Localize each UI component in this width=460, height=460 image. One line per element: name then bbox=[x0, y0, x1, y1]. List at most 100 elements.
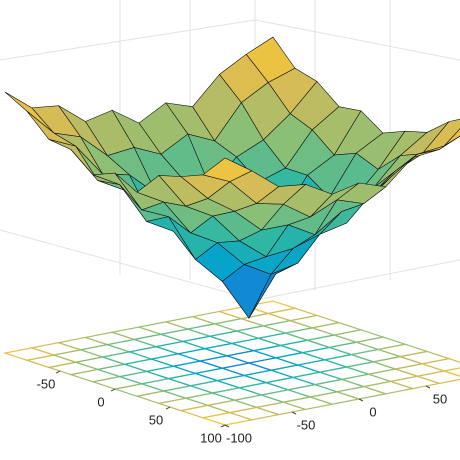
y-tick-label: 50 bbox=[433, 391, 447, 406]
contour-cell bbox=[261, 320, 315, 334]
contour-cell bbox=[224, 350, 279, 364]
contour-cell bbox=[259, 389, 313, 403]
contour-cell bbox=[278, 339, 332, 354]
contour-cell bbox=[190, 310, 244, 325]
contour-cell bbox=[215, 374, 269, 389]
contour-cell bbox=[349, 348, 403, 363]
x-tick-label: 0 bbox=[97, 394, 104, 409]
contour-cell bbox=[166, 372, 220, 387]
contour-cell bbox=[197, 355, 252, 369]
contour-cell bbox=[331, 329, 386, 343]
y-tick bbox=[291, 411, 297, 415]
x-tick bbox=[55, 370, 61, 374]
contour-cell bbox=[171, 360, 225, 375]
contour-cell bbox=[441, 367, 460, 377]
contour-cell bbox=[131, 333, 186, 348]
contour-cell bbox=[283, 327, 337, 341]
contour-cell bbox=[161, 385, 215, 399]
contour-cell bbox=[317, 366, 371, 381]
contour-cell bbox=[393, 363, 447, 377]
surface-patch bbox=[202, 157, 253, 182]
contour-cell bbox=[287, 314, 342, 329]
contour-cell bbox=[149, 353, 203, 367]
contour-cell bbox=[388, 375, 442, 390]
contour-cell bbox=[366, 368, 420, 383]
contour-cell bbox=[229, 337, 283, 352]
contour-cell bbox=[2, 347, 57, 361]
contour-cell bbox=[254, 401, 308, 416]
contour-cell bbox=[29, 342, 83, 356]
contour-cell bbox=[24, 354, 79, 369]
contour-cell bbox=[334, 385, 389, 400]
contour-cell bbox=[309, 322, 364, 336]
contour-cell bbox=[200, 411, 255, 426]
x-tick bbox=[220, 424, 226, 428]
contour-cell bbox=[353, 336, 408, 351]
contour-cell bbox=[122, 358, 176, 373]
contour-cell bbox=[202, 342, 257, 357]
contour-cell bbox=[263, 376, 318, 391]
contour-cell bbox=[273, 352, 327, 366]
contour-cell bbox=[100, 351, 154, 365]
contour-cell bbox=[127, 346, 181, 360]
box-grid bbox=[254, 19, 460, 61]
y-tick-label: -50 bbox=[297, 417, 316, 432]
contour-cell bbox=[237, 382, 291, 396]
contour-cell bbox=[219, 362, 274, 377]
contour-cell bbox=[109, 326, 164, 341]
contour-cell bbox=[205, 399, 259, 414]
y-tick bbox=[358, 398, 364, 402]
x-tick-label: 50 bbox=[149, 412, 163, 427]
contour-cell bbox=[178, 404, 233, 419]
contour-cell bbox=[139, 378, 193, 392]
contour-cell bbox=[371, 356, 425, 370]
contour-cell bbox=[295, 359, 349, 373]
contour-cell bbox=[307, 391, 362, 405]
contour-cell bbox=[188, 380, 242, 394]
x-tick bbox=[110, 388, 116, 392]
contour-cell bbox=[241, 369, 296, 384]
contour-cell bbox=[327, 341, 381, 356]
contour-cell bbox=[375, 343, 430, 358]
contour-cell bbox=[344, 361, 398, 375]
y-tick bbox=[425, 385, 431, 389]
contour-cell bbox=[227, 406, 281, 421]
contour-cell bbox=[56, 336, 110, 351]
contour-cell bbox=[193, 367, 247, 382]
contour-cell bbox=[183, 392, 237, 407]
contour-cell bbox=[185, 323, 239, 337]
contour-cell bbox=[415, 370, 460, 385]
contour-cell bbox=[175, 348, 230, 362]
x-tick-label: 100 bbox=[200, 430, 222, 445]
contour-cell bbox=[83, 331, 137, 346]
contour-cell bbox=[73, 356, 127, 371]
contour-cell bbox=[232, 394, 286, 409]
contour-cell bbox=[234, 325, 288, 339]
contour-cell bbox=[397, 350, 452, 365]
contour-cell bbox=[300, 346, 354, 361]
contour-cell bbox=[180, 335, 235, 350]
x-tick bbox=[165, 406, 171, 410]
contour-cell bbox=[246, 357, 301, 371]
contour-cell bbox=[163, 316, 217, 330]
contour-cell bbox=[419, 358, 460, 372]
box-grid bbox=[254, 259, 460, 301]
contour-cell bbox=[68, 368, 123, 383]
contour-cell bbox=[305, 334, 359, 349]
y-tick-label: 0 bbox=[369, 404, 376, 419]
contour-cell bbox=[312, 378, 367, 393]
contour-cell bbox=[78, 344, 132, 358]
contour-cell bbox=[117, 370, 171, 385]
contour-cell bbox=[95, 363, 149, 378]
contour-cell bbox=[158, 328, 213, 343]
y-tick bbox=[224, 424, 230, 428]
contour-cell bbox=[290, 371, 345, 386]
box-grid bbox=[0, 19, 256, 61]
y-tick-label: -100 bbox=[226, 430, 252, 445]
contour-cell bbox=[90, 376, 145, 390]
contour-cell bbox=[51, 349, 105, 363]
x-tick-label: -50 bbox=[37, 376, 56, 391]
contour-cell bbox=[153, 340, 208, 355]
contour-cell bbox=[136, 321, 191, 335]
